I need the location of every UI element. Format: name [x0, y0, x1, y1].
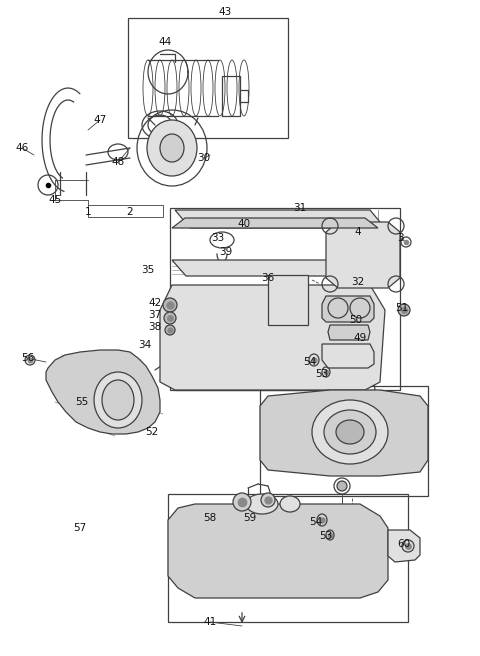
Text: 40: 40: [238, 219, 251, 229]
Bar: [88, 205, 163, 217]
Text: 35: 35: [142, 265, 155, 275]
Text: 42: 42: [148, 298, 162, 308]
Text: 52: 52: [145, 427, 158, 437]
Text: 31: 31: [293, 203, 307, 213]
Polygon shape: [172, 260, 372, 276]
Polygon shape: [388, 530, 420, 562]
Polygon shape: [322, 296, 374, 322]
Ellipse shape: [280, 496, 300, 512]
Text: 54: 54: [310, 517, 323, 527]
Ellipse shape: [398, 304, 410, 316]
Polygon shape: [160, 285, 385, 390]
Ellipse shape: [147, 120, 197, 176]
Text: 55: 55: [75, 397, 89, 407]
Text: 45: 45: [48, 195, 61, 205]
Text: 1: 1: [84, 207, 91, 217]
Polygon shape: [326, 222, 400, 288]
Text: 46: 46: [15, 143, 29, 153]
Polygon shape: [172, 218, 378, 228]
Text: 3: 3: [396, 233, 403, 243]
Text: 2: 2: [127, 207, 133, 217]
Ellipse shape: [233, 493, 251, 511]
Text: 43: 43: [218, 7, 232, 17]
Text: 39: 39: [219, 247, 233, 257]
Ellipse shape: [336, 420, 364, 444]
Text: 33: 33: [211, 233, 225, 243]
Bar: [128, 18, 288, 138]
Text: 60: 60: [397, 539, 410, 549]
Text: 58: 58: [204, 513, 216, 523]
Text: 4: 4: [355, 227, 361, 237]
Ellipse shape: [164, 312, 176, 324]
Text: 44: 44: [158, 37, 172, 47]
Text: 50: 50: [349, 315, 362, 325]
Text: 53: 53: [319, 531, 333, 541]
Text: 51: 51: [396, 303, 408, 313]
Ellipse shape: [163, 298, 177, 312]
Text: 34: 34: [138, 340, 152, 350]
Polygon shape: [260, 390, 428, 476]
Ellipse shape: [102, 380, 134, 420]
Text: 59: 59: [243, 513, 257, 523]
Ellipse shape: [261, 493, 275, 507]
Polygon shape: [328, 325, 370, 340]
Text: 30: 30: [197, 153, 211, 163]
Ellipse shape: [324, 410, 376, 454]
Polygon shape: [175, 210, 385, 228]
Bar: [268, 275, 308, 325]
Polygon shape: [168, 504, 388, 598]
Text: 37: 37: [148, 310, 162, 320]
Bar: [260, 386, 428, 496]
Ellipse shape: [165, 325, 175, 335]
Text: 36: 36: [262, 273, 275, 283]
Text: 38: 38: [148, 322, 162, 332]
Bar: [170, 208, 400, 390]
Text: 56: 56: [22, 353, 35, 363]
Text: 57: 57: [73, 523, 86, 533]
Text: 53: 53: [315, 369, 329, 379]
Polygon shape: [322, 344, 374, 368]
Text: 54: 54: [303, 357, 317, 367]
Ellipse shape: [246, 494, 278, 514]
Text: 47: 47: [94, 115, 107, 125]
Ellipse shape: [312, 400, 388, 464]
Bar: [168, 494, 408, 622]
Ellipse shape: [337, 481, 347, 491]
Ellipse shape: [94, 372, 142, 428]
Ellipse shape: [160, 134, 184, 162]
Text: 32: 32: [351, 277, 365, 287]
Text: 48: 48: [111, 157, 125, 167]
Text: 49: 49: [353, 333, 367, 343]
Polygon shape: [46, 350, 160, 434]
Text: 41: 41: [204, 617, 216, 627]
